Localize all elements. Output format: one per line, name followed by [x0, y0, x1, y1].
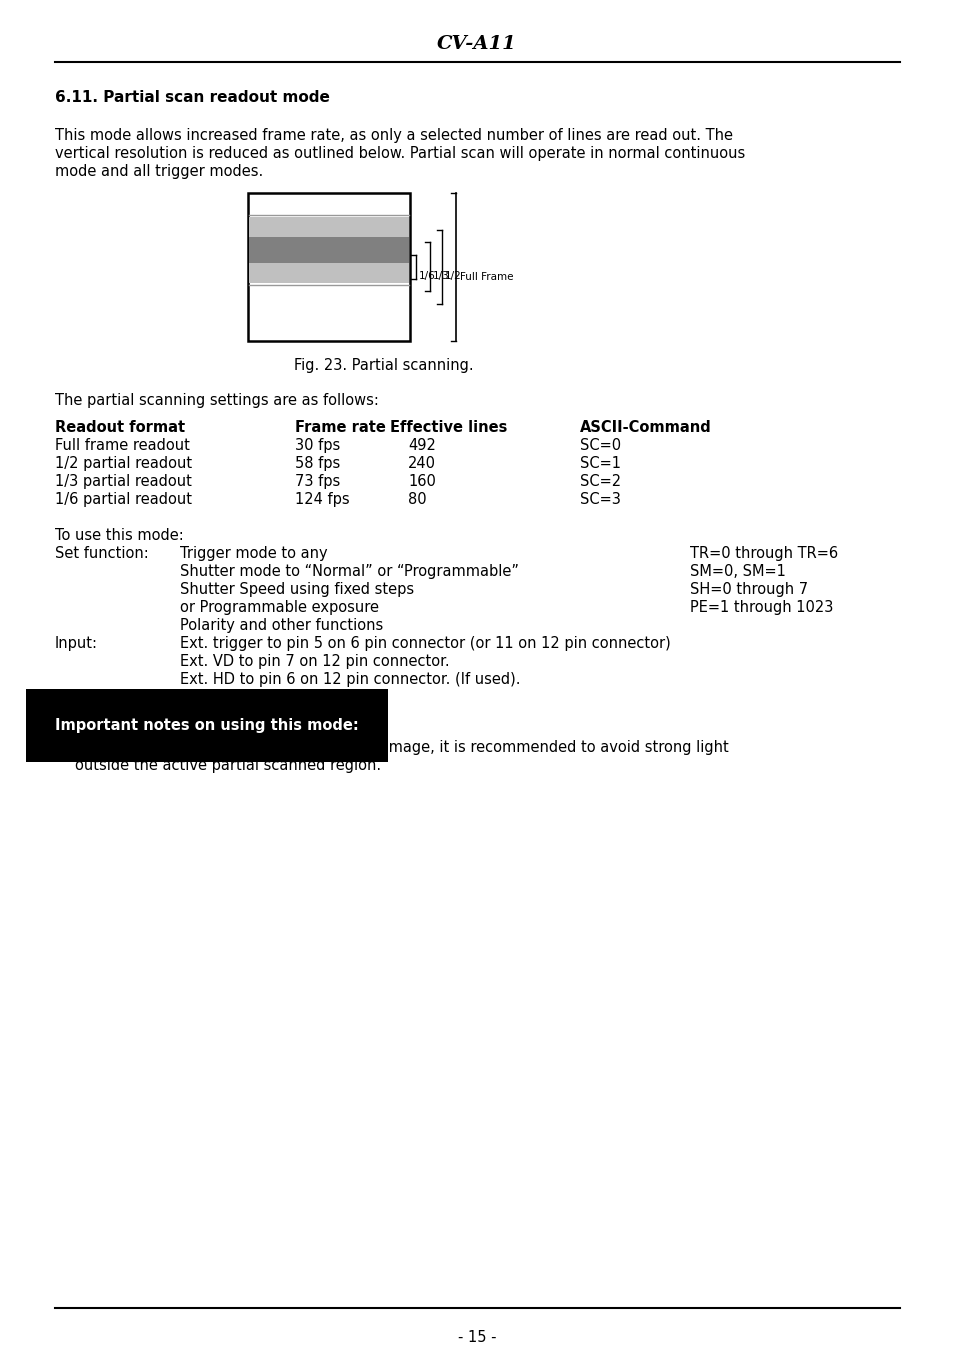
Text: Set function:: Set function: — [55, 546, 149, 561]
Text: 1/3 partial readout: 1/3 partial readout — [55, 474, 192, 489]
Text: 160: 160 — [408, 474, 436, 489]
Text: 1/2: 1/2 — [444, 272, 461, 281]
Text: Full Frame: Full Frame — [459, 272, 513, 281]
Text: 1/6 partial readout: 1/6 partial readout — [55, 492, 192, 507]
Text: Trigger mode to any: Trigger mode to any — [180, 546, 327, 561]
Text: SC=1: SC=1 — [579, 457, 620, 471]
Text: 1/6: 1/6 — [418, 272, 436, 281]
Text: Ext. VD to pin 7 on 12 pin connector.: Ext. VD to pin 7 on 12 pin connector. — [180, 654, 449, 669]
Text: 30 fps: 30 fps — [294, 438, 340, 453]
Text: SC=2: SC=2 — [579, 474, 620, 489]
Text: vertical resolution is reduced as outlined below. Partial scan will operate in n: vertical resolution is reduced as outlin… — [55, 146, 744, 161]
Bar — [249, 218, 409, 236]
Text: 58 fps: 58 fps — [294, 457, 340, 471]
Text: Frame rate: Frame rate — [294, 420, 385, 435]
Text: 124 fps: 124 fps — [294, 492, 349, 507]
Bar — [249, 236, 409, 263]
Text: 6.11. Partial scan readout mode: 6.11. Partial scan readout mode — [55, 91, 330, 105]
Text: SC=0: SC=0 — [579, 438, 620, 453]
Text: Important notes on using this mode:: Important notes on using this mode: — [55, 717, 358, 734]
Text: The partial scanning settings are as follows:: The partial scanning settings are as fol… — [55, 393, 378, 408]
Text: Readout format: Readout format — [55, 420, 185, 435]
Text: Fig. 23. Partial scanning.: Fig. 23. Partial scanning. — [294, 358, 474, 373]
Text: 1/2 partial readout: 1/2 partial readout — [55, 457, 192, 471]
Text: outside the active partial scanned region.: outside the active partial scanned regio… — [75, 758, 381, 773]
Text: mode and all trigger modes.: mode and all trigger modes. — [55, 163, 263, 178]
Bar — [248, 193, 410, 340]
Text: SC=3: SC=3 — [579, 492, 620, 507]
Text: Ext. trigger to pin 5 on 6 pin connector (or 11 on 12 pin connector): Ext. trigger to pin 5 on 6 pin connector… — [180, 636, 670, 651]
Text: PE=1 through 1023: PE=1 through 1023 — [689, 600, 833, 615]
Text: 1/3: 1/3 — [433, 272, 449, 281]
Text: Shutter Speed using fixed steps: Shutter Speed using fixed steps — [180, 582, 414, 597]
Text: Full frame readout: Full frame readout — [55, 438, 190, 453]
Text: CV-A11: CV-A11 — [436, 35, 517, 53]
Text: Polarity and other functions: Polarity and other functions — [180, 617, 383, 634]
Text: To use this mode:: To use this mode: — [55, 528, 184, 543]
Text: 73 fps: 73 fps — [294, 474, 340, 489]
Text: This mode allows increased frame rate, as only a selected number of lines are re: This mode allows increased frame rate, a… — [55, 128, 732, 143]
Text: In order to minimize smear effects on the image, it is recommended to avoid stro: In order to minimize smear effects on th… — [75, 740, 728, 755]
Text: - 15 -: - 15 - — [457, 1329, 496, 1346]
Text: SM=0, SM=1: SM=0, SM=1 — [689, 563, 785, 580]
Text: •: • — [63, 740, 71, 755]
Text: Ext. HD to pin 6 on 12 pin connector. (If used).: Ext. HD to pin 6 on 12 pin connector. (I… — [180, 671, 520, 688]
Text: Shutter mode to “Normal” or “Programmable”: Shutter mode to “Normal” or “Programmabl… — [180, 563, 518, 580]
Text: ASCII-Command: ASCII-Command — [579, 420, 711, 435]
Bar — [249, 263, 409, 282]
Text: 240: 240 — [408, 457, 436, 471]
Text: SH=0 through 7: SH=0 through 7 — [689, 582, 807, 597]
Text: Effective lines: Effective lines — [390, 420, 507, 435]
Text: 80: 80 — [408, 492, 426, 507]
Text: TR=0 through TR=6: TR=0 through TR=6 — [689, 546, 838, 561]
Text: Input:: Input: — [55, 636, 98, 651]
Text: or Programmable exposure: or Programmable exposure — [180, 600, 378, 615]
Text: 492: 492 — [408, 438, 436, 453]
